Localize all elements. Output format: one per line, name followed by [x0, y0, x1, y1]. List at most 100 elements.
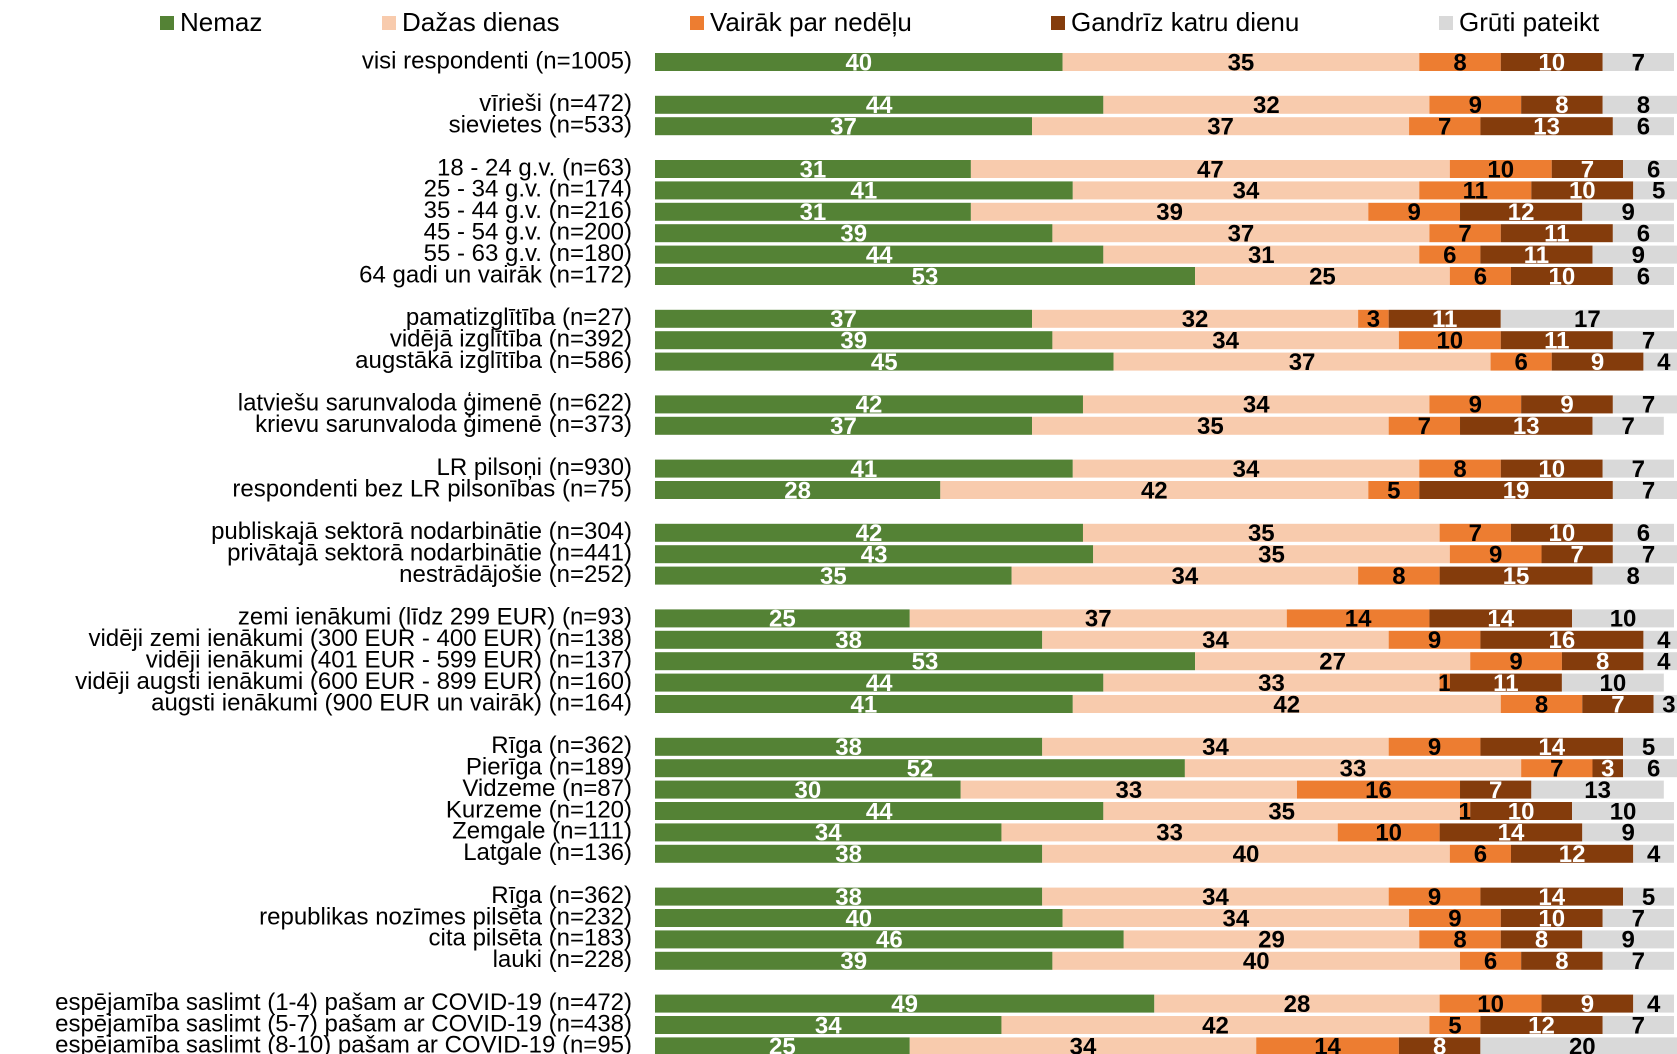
category-label: Zemgale (n=111)	[452, 818, 632, 845]
value-label: 34	[1202, 884, 1229, 911]
bar-segment	[1480, 1037, 1677, 1054]
legend-label: Gandrīz katru dienu	[1071, 7, 1299, 37]
value-label: 7	[1581, 156, 1594, 183]
value-label: 6	[1484, 948, 1497, 975]
value-label: 34	[1233, 178, 1260, 205]
value-label: 13	[1513, 413, 1540, 440]
legend-swatch	[382, 16, 396, 30]
bar-segment	[909, 1037, 1257, 1054]
value-label: 7	[1458, 221, 1471, 248]
bar-segment	[655, 652, 1196, 671]
value-label: 45	[871, 349, 898, 376]
category-label: visi respondenti (n=1005)	[362, 47, 632, 74]
bar-segment	[1154, 994, 1440, 1013]
category-label: vidēji augsti ienākumi (600 EUR - 899 EU…	[75, 668, 632, 695]
bar-segment	[1643, 630, 1677, 649]
value-label: 6	[1647, 156, 1660, 183]
bar-segment	[1521, 395, 1613, 414]
value-label: 13	[1533, 114, 1560, 141]
value-label: 31	[800, 199, 827, 226]
value-label: 14	[1538, 734, 1565, 761]
bar-segment	[1368, 481, 1420, 499]
bar-segment	[1521, 951, 1603, 970]
category-label: privātajā sektorā nodarbinātie (n=441)	[227, 540, 632, 567]
value-label: 7	[1642, 392, 1655, 419]
value-label: 10	[1549, 263, 1576, 290]
bar-segment	[1612, 481, 1677, 499]
bar-segment	[1602, 909, 1674, 927]
value-label: 10	[1508, 798, 1535, 825]
value-label: 7	[1418, 413, 1431, 440]
bar-segment	[1582, 823, 1674, 842]
value-label: 35	[1258, 542, 1285, 569]
value-label: 35	[1268, 798, 1295, 825]
legend-swatch	[690, 16, 704, 30]
value-label: 8	[1637, 92, 1650, 119]
bar-segment	[1032, 117, 1410, 136]
bar-segment	[1449, 844, 1511, 863]
bar-segment	[655, 909, 1063, 927]
bar-segment	[1388, 887, 1481, 906]
bar-segment	[1409, 909, 1501, 927]
value-label: 47	[1197, 156, 1224, 183]
bar-segment	[1602, 1016, 1674, 1034]
value-label: 9	[1632, 242, 1645, 269]
value-label: 9	[1621, 199, 1634, 226]
value-label: 44	[866, 670, 893, 697]
bar-segment	[970, 160, 1450, 178]
value-label: 32	[1182, 306, 1209, 333]
bar-segment	[655, 160, 971, 178]
value-label: 3	[1601, 756, 1614, 783]
category-label: vidēji zemi ienākumi (300 EUR - 400 EUR)…	[88, 625, 632, 652]
value-label: 5	[1642, 884, 1655, 911]
bar-segment	[655, 759, 1185, 778]
bar-segment	[1490, 352, 1552, 371]
bar-segment	[1388, 737, 1481, 756]
bar-segment	[655, 673, 1104, 692]
value-label: 9	[1448, 905, 1461, 932]
bar-segment	[1449, 545, 1542, 564]
value-label: 35	[1228, 49, 1255, 76]
bar-segment	[940, 481, 1369, 499]
value-label: 4	[1647, 991, 1661, 1018]
value-label: 3	[1662, 691, 1675, 718]
bar-segment	[655, 395, 1083, 414]
value-label: 35	[1197, 413, 1224, 440]
value-label: 7	[1489, 777, 1502, 804]
value-label: 7	[1632, 456, 1645, 483]
value-label: 10	[1487, 156, 1514, 183]
bar-segment	[1113, 352, 1491, 371]
bar-segment	[1480, 887, 1624, 906]
bar-segment	[1460, 780, 1532, 799]
bar-segment	[1184, 759, 1522, 778]
legend-swatch	[160, 16, 174, 30]
bar-segment	[655, 1016, 1002, 1034]
bar-segment	[1623, 759, 1677, 778]
bar-segment	[655, 95, 1104, 114]
value-label: 11	[1544, 221, 1569, 248]
value-label: 10	[1538, 905, 1565, 932]
category-label: nestrādājošie (n=252)	[399, 561, 632, 588]
bar-segment	[655, 523, 1083, 542]
bar-segment	[1633, 181, 1677, 200]
value-label: 37	[1289, 349, 1316, 376]
value-label: 8	[1453, 456, 1466, 483]
category-label: Vidzeme (n=87)	[462, 775, 632, 802]
legend-label: Vairāk par nedēļu	[710, 7, 912, 37]
bar-segment	[1439, 566, 1593, 585]
bar-segment	[655, 331, 1053, 350]
value-label: 37	[830, 306, 857, 333]
bar-segment	[1633, 994, 1674, 1013]
value-label: 7	[1621, 413, 1634, 440]
bar-segment	[1052, 224, 1430, 243]
value-label: 4	[1657, 627, 1671, 654]
value-label: 37	[1207, 114, 1234, 141]
value-label: 6	[1647, 756, 1660, 783]
bar-segment	[1602, 95, 1677, 114]
legend-label: Grūti pateikt	[1459, 7, 1600, 37]
bar-segment	[1500, 309, 1674, 328]
bar-segment	[1612, 267, 1674, 285]
bar-segment	[1531, 181, 1634, 200]
value-label: 14	[1345, 606, 1372, 633]
